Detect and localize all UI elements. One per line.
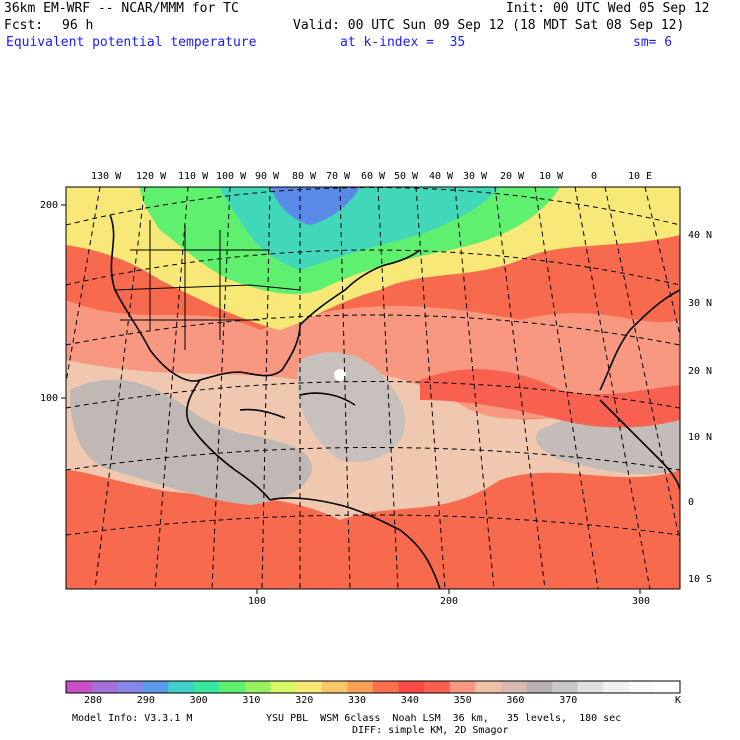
field-band-red (420, 369, 680, 428)
lon-label: 90 W (255, 171, 280, 182)
colorbar-swatch (603, 681, 630, 693)
colorbar-swatch (321, 681, 348, 693)
colorbar-label: 300 (189, 695, 208, 706)
frame-ticks (61, 204, 641, 594)
model-info: Model Info: V3.3.1 M (72, 713, 193, 724)
field-spot-blue (270, 187, 360, 225)
colorbar-swatch (270, 681, 297, 693)
map-frame (65, 186, 681, 590)
lon-label: 20 W (500, 171, 525, 182)
grid-label-bottom-300: 300 (632, 596, 651, 607)
lon-label: 60 W (361, 171, 386, 182)
colorbar-swatch (142, 681, 169, 693)
colorbar-swatch (193, 681, 220, 693)
grid-label-bottom-100: 100 (248, 596, 267, 607)
colorbar-swatch (219, 681, 246, 693)
colorbar-label: 290 (136, 695, 155, 706)
political-borders (114, 220, 301, 350)
lon-label: 110 W (178, 171, 209, 182)
field-name: Equivalent potential temperature (6, 35, 257, 50)
colorbar-border (65, 680, 681, 694)
colorbar-label: 360 (506, 695, 525, 706)
level-index: at k-index = 35 (340, 35, 466, 50)
lat-label: 10 N (688, 432, 713, 443)
grid-label-bottom-200: 200 (440, 596, 459, 607)
coastlines (109, 214, 680, 589)
forecast-hours: 96 h (62, 18, 94, 33)
colorbar-label: 310 (242, 695, 261, 706)
field-spot-white (334, 369, 346, 381)
lat-label: 40 N (688, 230, 713, 241)
model-title: 36km EM-WRF -- NCAR/MMM for TC (4, 1, 239, 16)
colorbar-swatch (91, 681, 118, 693)
physics-info: YSU PBL WSM 6class Noah LSM 36 km, 35 le… (266, 713, 622, 724)
colorbar-unit: K (675, 695, 682, 706)
colorbar-swatch (168, 681, 195, 693)
field-area-grey-west (70, 379, 312, 505)
colorbar-swatch (500, 681, 527, 693)
colorbar-swatch (347, 681, 374, 693)
colorbar-label: 340 (400, 695, 419, 706)
colorbar-label: 370 (559, 695, 578, 706)
lat-label: 10 S (688, 574, 713, 585)
init-time: Init: 00 UTC Wed 05 Sep 12 (506, 1, 710, 16)
diffusion-info: DIFF: simple KM, 2D Smagor (352, 725, 509, 736)
forecast-label: Fcst: (4, 18, 44, 33)
colorbar-label: 320 (295, 695, 314, 706)
lon-label: 30 W (463, 171, 488, 182)
colorbar-swatch (526, 681, 553, 693)
colorbar-swatch (449, 681, 476, 693)
grid-label-left-200: 200 (40, 200, 59, 211)
lat-label: 20 N (688, 366, 713, 377)
lat-label: 0 (688, 497, 695, 508)
colorbar-swatch (117, 681, 144, 693)
lon-label: 100 W (216, 171, 247, 182)
lon-label: 80 W (292, 171, 317, 182)
colorbar-swatch (654, 681, 681, 693)
colorbar-swatch (245, 681, 272, 693)
valid-time: Valid: 00 UTC Sun 09 Sep 12 (18 MDT Sat … (293, 18, 685, 33)
colorbar-swatch (66, 681, 93, 693)
colorbar-swatch (475, 681, 502, 693)
colorbar-swatch (628, 681, 655, 693)
colorbar-swatch (398, 681, 425, 693)
colorbar-swatch (577, 681, 604, 693)
smoothing: sm= 6 (633, 35, 673, 50)
grid-label-left-100: 100 (40, 393, 59, 404)
graticule (66, 187, 680, 589)
colorbar (65, 680, 681, 694)
lon-label: 70 W (326, 171, 351, 182)
lon-label: 40 W (429, 171, 454, 182)
lon-label: 10 E (628, 171, 653, 182)
lon-label: 10 W (539, 171, 564, 182)
colorbar-swatch (373, 681, 400, 693)
lat-label: 30 N (688, 298, 713, 309)
field-area-grey-atlantic (297, 352, 406, 462)
colorbar-label: 280 (84, 695, 103, 706)
colorbar-swatch (424, 681, 451, 693)
colorbar-swatch (552, 681, 579, 693)
colorbar-label: 330 (348, 695, 367, 706)
lon-label: 120 W (136, 171, 167, 182)
lon-label: 50 W (394, 171, 419, 182)
colorbar-swatch (296, 681, 323, 693)
lon-label: 0 (591, 171, 598, 182)
lon-label: 130 W (91, 171, 122, 182)
colorbar-label: 350 (453, 695, 472, 706)
